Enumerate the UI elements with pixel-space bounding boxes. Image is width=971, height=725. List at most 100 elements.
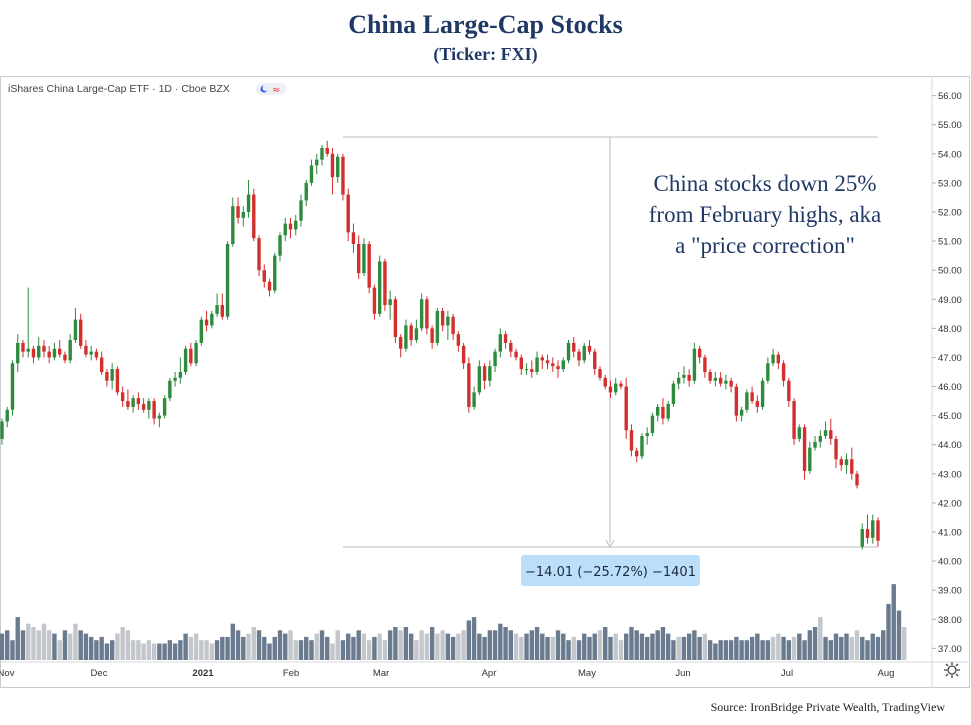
- volume-bar: [492, 630, 498, 660]
- candles: [0, 140, 880, 550]
- volume-bar: [760, 640, 765, 660]
- volume-bar: [807, 630, 813, 660]
- volume-bar: [52, 633, 57, 660]
- volume-bar: [167, 640, 173, 660]
- candle: [0, 418, 4, 445]
- candle: [84, 340, 88, 358]
- volume-bar: [83, 633, 89, 660]
- candle: [231, 197, 235, 247]
- candle: [393, 296, 398, 343]
- price-axis[interactable]: 37.00 38.00 39.00 40.00 41.00 42.00 43.00 44.00…: [932, 91, 962, 655]
- candle: [829, 418, 833, 445]
- volume-bar: [744, 640, 750, 660]
- candle: [535, 351, 539, 375]
- candle: [52, 342, 57, 361]
- volume-bar: [435, 633, 440, 660]
- volume-bar: [272, 636, 277, 660]
- volume-bar: [765, 640, 771, 660]
- candle: [729, 377, 733, 393]
- candle: [503, 331, 508, 349]
- volume-bar: [361, 633, 367, 660]
- candle: [566, 340, 571, 364]
- volume-bar: [624, 633, 629, 660]
- volume-bar: [246, 633, 251, 660]
- candle: [755, 395, 760, 413]
- candle: [440, 308, 445, 332]
- volume-bar: [157, 643, 162, 660]
- candle: [115, 366, 120, 396]
- candle: [325, 140, 329, 157]
- time-tick-label: Mar: [373, 668, 389, 679]
- volume-bar: [681, 636, 687, 660]
- volume-bar: [860, 636, 865, 660]
- candle: [556, 360, 560, 378]
- volume-bar: [109, 640, 115, 660]
- volume-bar: [886, 603, 891, 660]
- candle: [545, 354, 550, 370]
- volume-bar: [151, 643, 157, 660]
- candle: [855, 470, 859, 489]
- candle: [514, 348, 518, 361]
- candle: [215, 293, 219, 317]
- chart-header: iShares China Large-Cap ETF · 1D · Cboe …: [8, 83, 230, 95]
- candle: [78, 313, 83, 349]
- volume-bar: [770, 636, 776, 660]
- candle: [734, 383, 739, 422]
- volume-bar: [781, 636, 786, 660]
- candle: [676, 372, 681, 390]
- candle: [194, 340, 198, 367]
- volume-bar: [749, 636, 755, 660]
- volume-bar: [408, 633, 414, 660]
- candle: [682, 366, 686, 384]
- candle: [47, 345, 51, 364]
- price-chart[interactable]: 37.00 38.00 39.00 40.00 41.00 42.00 43.00 44.00…: [0, 76, 970, 688]
- volume-bar: [141, 643, 146, 660]
- candle: [781, 360, 786, 387]
- time-tick-label: Jun: [675, 668, 690, 679]
- volume-bar: [818, 617, 823, 660]
- volume-bar: [718, 640, 723, 660]
- candle: [650, 412, 655, 436]
- candle: [21, 340, 25, 358]
- price-tick-label: 49.00: [938, 295, 962, 306]
- measure-label: −14.01 (−25.72%) −1401: [521, 555, 700, 586]
- page-title: China Large-Cap Stocks: [348, 10, 623, 39]
- volume-bar: [26, 623, 31, 660]
- candle: [309, 159, 314, 186]
- settings-icon[interactable]: [944, 662, 960, 678]
- measure-tool: [343, 136, 878, 549]
- indicator-badges[interactable]: ≈: [256, 83, 286, 96]
- candle: [750, 386, 754, 404]
- candle: [472, 386, 476, 410]
- volume-bar: [697, 636, 702, 660]
- candle: [404, 319, 408, 352]
- candle: [236, 197, 240, 224]
- volume-bar: [67, 633, 73, 660]
- volume-bar: [802, 640, 807, 660]
- price-tick-label: 50.00: [938, 266, 962, 277]
- candle: [435, 308, 440, 346]
- price-tick-label: 40.00: [938, 557, 962, 568]
- price-tick-label: 39.00: [938, 586, 962, 597]
- volume-bar: [162, 643, 167, 660]
- candle: [199, 316, 204, 346]
- candle: [189, 342, 193, 367]
- candle: [157, 412, 162, 428]
- candle: [561, 357, 565, 372]
- volume-bar: [870, 633, 875, 660]
- candle: [797, 424, 802, 442]
- volume-bar: [325, 636, 330, 660]
- volume-bar: [823, 636, 828, 660]
- volume-bar: [854, 630, 860, 660]
- volume-bar: [267, 643, 272, 660]
- time-axis[interactable]: Nov Dec 2021 Feb Mar Apr May Jun Jul Aug: [0, 668, 894, 679]
- price-tick-label: 47.00: [938, 353, 962, 364]
- volume-bar: [540, 633, 545, 660]
- candle: [409, 322, 413, 346]
- measure-arrow-icon: [605, 539, 615, 549]
- volume-bar: [346, 633, 351, 660]
- candle: [315, 153, 319, 175]
- price-tick-label: 51.00: [938, 237, 962, 248]
- volume-bar: [209, 643, 215, 660]
- volume-bar: [597, 630, 603, 660]
